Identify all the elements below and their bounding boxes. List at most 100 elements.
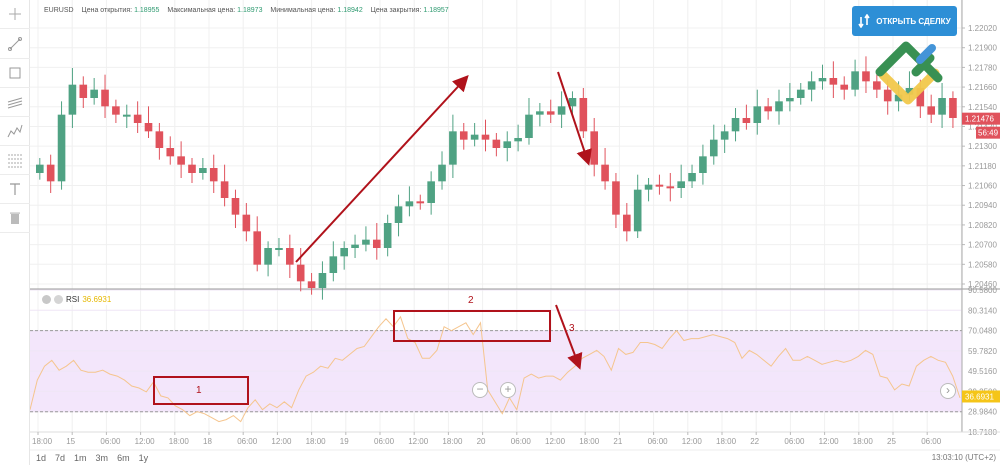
svg-text:06:00: 06:00 xyxy=(648,437,669,446)
svg-text:1.20700: 1.20700 xyxy=(968,241,997,250)
symbol-label: EURUSD xyxy=(44,7,74,14)
svg-text:1.21180: 1.21180 xyxy=(968,162,997,171)
svg-text:18:00: 18:00 xyxy=(716,437,737,446)
price-chart-canvas[interactable]: 1.22020 1.21900 1.21780 1.21660 1.21540 1.214… xyxy=(30,0,1000,465)
ohlc-legend: EURUSD Цена открытия: 1.18955 Максимальна… xyxy=(44,7,455,14)
svg-text:12:00: 12:00 xyxy=(545,437,566,446)
timeframe-1y[interactable]: 1y xyxy=(138,453,149,463)
high-value: 1.18973 xyxy=(237,7,263,14)
timeframe-6m[interactable]: 6m xyxy=(117,453,130,463)
trade-arrows-icon xyxy=(858,14,870,28)
timeframe-3m[interactable]: 3m xyxy=(95,453,109,463)
fibonacci-icon xyxy=(8,154,22,168)
timeframe-selector: 1d 7d 1m 3m 6m 1y xyxy=(36,453,148,463)
timeframe-7d[interactable]: 7d xyxy=(55,453,66,463)
svg-text:15: 15 xyxy=(66,437,75,446)
drawing-toolbar xyxy=(0,0,30,465)
svg-text:12:00: 12:00 xyxy=(682,437,703,446)
text-icon xyxy=(10,183,20,195)
text-tool[interactable] xyxy=(0,175,30,204)
rsi-value: 36.6931 xyxy=(82,294,112,304)
svg-text:06:00: 06:00 xyxy=(921,437,942,446)
svg-text:1.21780: 1.21780 xyxy=(968,63,997,72)
rsi-name: RSI xyxy=(66,294,80,304)
open-deal-button[interactable]: ОТКРЫТЬ СДЕЛКУ xyxy=(852,6,957,36)
svg-text:22: 22 xyxy=(750,437,759,446)
svg-text:1.20460: 1.20460 xyxy=(968,280,997,289)
svg-text:18:00: 18:00 xyxy=(579,437,600,446)
low-value: 1.18942 xyxy=(337,7,363,14)
svg-text:06:00: 06:00 xyxy=(100,437,121,446)
rectangle-icon xyxy=(9,67,21,79)
svg-text:12:00: 12:00 xyxy=(271,437,292,446)
svg-text:18:00: 18:00 xyxy=(853,437,874,446)
open-deal-label: ОТКРЫТЬ СДЕЛКУ xyxy=(876,16,951,26)
svg-text:1.21660: 1.21660 xyxy=(968,83,997,92)
scroll-right-button[interactable]: › xyxy=(940,383,956,399)
clock: 13:03:10 (UTC+2) xyxy=(931,453,996,462)
svg-text:18: 18 xyxy=(203,437,212,446)
svg-text:1.21540: 1.21540 xyxy=(968,103,997,112)
pattern-tool[interactable] xyxy=(0,117,30,146)
svg-text:18:00: 18:00 xyxy=(32,437,53,446)
svg-text:1.20940: 1.20940 xyxy=(968,201,997,210)
trendline-tool[interactable] xyxy=(0,30,30,59)
svg-text:36.6931: 36.6931 xyxy=(965,392,994,401)
fibonacci-tool[interactable] xyxy=(0,146,30,175)
svg-text:12:00: 12:00 xyxy=(135,437,156,446)
parallel-channel-icon xyxy=(7,97,23,109)
open-value: 1.18955 xyxy=(134,7,160,14)
close-indicator-icon[interactable] xyxy=(42,294,51,304)
rsi-indicator-legend: RSI 36.6931 xyxy=(42,293,115,305)
minus-icon: − xyxy=(476,382,484,396)
chart-area[interactable]: 1.22020 1.21900 1.21780 1.21660 1.21540 1.214… xyxy=(30,0,1000,465)
trendline-icon xyxy=(8,37,22,51)
crosshair-tool[interactable] xyxy=(0,0,30,29)
svg-text:25: 25 xyxy=(887,437,896,446)
svg-text:80.3140: 80.3140 xyxy=(968,306,997,315)
svg-text:06:00: 06:00 xyxy=(511,437,532,446)
svg-text:3: 3 xyxy=(569,323,575,334)
zoom-out-button[interactable]: − xyxy=(472,382,488,398)
chevron-right-icon: › xyxy=(946,383,950,397)
svg-text:70.0480: 70.0480 xyxy=(968,327,997,336)
svg-text:1.20580: 1.20580 xyxy=(968,260,997,269)
close-value: 1.18957 xyxy=(423,7,449,14)
gear-icon[interactable] xyxy=(54,294,63,304)
svg-text:18:00: 18:00 xyxy=(442,437,463,446)
svg-text:59.7820: 59.7820 xyxy=(968,347,997,356)
svg-text:1.22020: 1.22020 xyxy=(968,24,997,33)
close-label: Цена закрытия: xyxy=(370,7,422,14)
svg-text:1: 1 xyxy=(196,385,202,396)
svg-text:56:49: 56:49 xyxy=(978,129,999,138)
svg-text:12:00: 12:00 xyxy=(408,437,429,446)
svg-text:18:00: 18:00 xyxy=(169,437,190,446)
svg-text:49.5160: 49.5160 xyxy=(968,367,997,376)
rectangle-tool[interactable] xyxy=(0,59,30,88)
svg-text:1.21476: 1.21476 xyxy=(965,115,994,124)
timeframe-1m[interactable]: 1m xyxy=(74,453,87,463)
svg-text:19: 19 xyxy=(340,437,349,446)
channel-tool[interactable] xyxy=(0,88,30,117)
svg-text:90.5800: 90.5800 xyxy=(968,286,997,295)
trash-icon xyxy=(10,212,20,224)
crosshair-icon xyxy=(9,8,21,20)
svg-text:18:00: 18:00 xyxy=(306,437,327,446)
svg-text:1.21060: 1.21060 xyxy=(968,182,997,191)
svg-text:21: 21 xyxy=(613,437,622,446)
svg-text:06:00: 06:00 xyxy=(784,437,805,446)
svg-text:2: 2 xyxy=(468,295,474,306)
svg-text:1.21900: 1.21900 xyxy=(968,44,997,53)
svg-text:12:00: 12:00 xyxy=(819,437,840,446)
svg-text:06:00: 06:00 xyxy=(237,437,258,446)
svg-text:1.20820: 1.20820 xyxy=(968,221,997,230)
timeframe-1d[interactable]: 1d xyxy=(36,453,47,463)
svg-text:1.21300: 1.21300 xyxy=(968,142,997,151)
open-label: Цена открытия: xyxy=(81,7,133,14)
pattern-icon xyxy=(7,124,23,138)
svg-text:28.9840: 28.9840 xyxy=(968,408,997,417)
plus-icon: + xyxy=(504,382,512,396)
zoom-in-button[interactable]: + xyxy=(500,382,516,398)
low-label: Минимальная цена: xyxy=(270,7,336,14)
delete-tool[interactable] xyxy=(0,204,30,233)
